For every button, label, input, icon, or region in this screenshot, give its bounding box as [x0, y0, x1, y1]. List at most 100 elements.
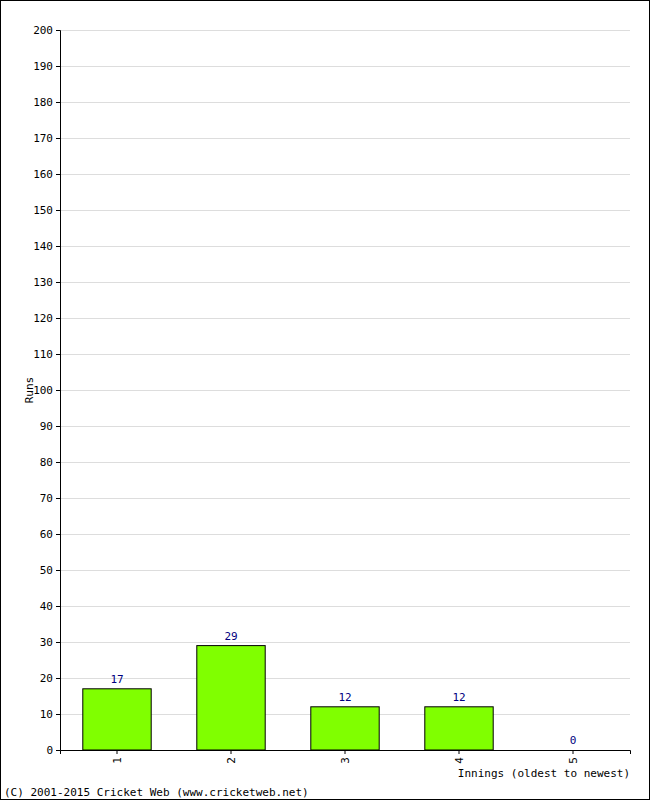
y-tick-label: 70	[40, 492, 53, 505]
y-tick-label: 10	[40, 708, 53, 721]
x-tick-mark	[459, 750, 460, 754]
grid-line	[60, 354, 630, 355]
grid-line	[60, 642, 630, 643]
y-axis: 0102030405060708090100110120130140150160…	[33, 24, 60, 757]
x-tick: 1	[111, 750, 124, 764]
y-tick: 170	[33, 132, 60, 145]
annotations: (C) 2001-2015 Cricket Web (www.cricketwe…	[4, 786, 309, 799]
y-tick: 100	[33, 384, 60, 397]
y-tick-mark	[56, 390, 60, 391]
y-tick-label: 30	[40, 636, 53, 649]
y-tick: 120	[33, 312, 60, 325]
grid-line	[60, 426, 630, 427]
y-tick-mark	[56, 30, 60, 31]
data-label: 12	[452, 691, 465, 704]
x-axis-title: Innings (oldest to newest)	[458, 767, 630, 780]
y-tick: 50	[40, 564, 60, 577]
y-tick: 0	[46, 744, 60, 757]
y-tick-label: 100	[33, 384, 53, 397]
y-tick-label: 80	[40, 456, 53, 469]
y-tick-label: 110	[33, 348, 53, 361]
grid-line	[60, 534, 630, 535]
y-tick-mark	[56, 246, 60, 247]
grid-line	[60, 678, 630, 679]
x-tick-mark	[117, 750, 118, 754]
y-tick-mark	[56, 354, 60, 355]
y-tick: 160	[33, 168, 60, 181]
x-tick: 4	[453, 750, 466, 764]
y-tick: 70	[40, 492, 60, 505]
y-tick: 90	[40, 420, 60, 433]
y-tick-label: 160	[33, 168, 53, 181]
x-tick: 5	[567, 750, 580, 764]
y-tick-label: 190	[33, 60, 53, 73]
y-tick-mark	[56, 678, 60, 679]
grid-line	[60, 174, 630, 175]
grid-line	[60, 390, 630, 391]
bar	[83, 689, 151, 750]
y-tick-mark	[56, 66, 60, 67]
bar	[197, 646, 265, 750]
y-tick-label: 0	[46, 744, 53, 757]
y-axis-line	[56, 31, 61, 751]
grid-line	[60, 30, 630, 31]
plot: 1729121200102030405060708090100110120130…	[33, 24, 630, 764]
y-tick-mark	[56, 534, 60, 535]
data-label: 12	[338, 691, 351, 704]
y-tick-label: 40	[40, 600, 53, 613]
y-tick-label: 120	[33, 312, 53, 325]
y-tick-mark	[56, 174, 60, 175]
y-tick: 180	[33, 96, 60, 109]
x-tick: 2	[225, 750, 238, 764]
grid-line	[60, 462, 630, 463]
y-tick-mark	[56, 750, 60, 751]
data-label: 0	[570, 734, 577, 747]
y-tick: 40	[40, 600, 60, 613]
y-tick-mark	[56, 210, 60, 211]
y-tick-label: 50	[40, 564, 53, 577]
grid	[60, 31, 630, 751]
y-tick-label: 20	[40, 672, 53, 685]
data-label: 29	[224, 630, 237, 643]
x-tick-label: 5	[567, 757, 580, 764]
y-tick: 80	[40, 456, 60, 469]
grid-line	[60, 138, 630, 139]
annotation: (C) 2001-2015 Cricket Web (www.cricketwe…	[4, 786, 309, 799]
chart: 1729121200102030405060708090100110120130…	[0, 0, 650, 800]
bar	[539, 750, 607, 751]
data-label: 17	[110, 673, 123, 686]
y-tick: 60	[40, 528, 60, 541]
y-tick-mark	[56, 426, 60, 427]
y-tick-label: 60	[40, 528, 53, 541]
grid-line	[60, 570, 630, 571]
x-axis-line	[61, 751, 631, 755]
y-tick-mark	[56, 606, 60, 607]
data-labels: 17 29 12 12 0	[110, 630, 576, 747]
y-tick: 200	[33, 24, 60, 37]
y-tick-mark	[56, 642, 60, 643]
grid-line	[60, 606, 630, 607]
y-tick-mark	[56, 570, 60, 571]
grid-line	[60, 318, 630, 319]
y-tick-label: 150	[33, 204, 53, 217]
bar	[311, 707, 379, 750]
y-tick-mark	[56, 138, 60, 139]
y-tick: 10	[40, 708, 60, 721]
grid-line	[60, 246, 630, 247]
x-tick-mark	[573, 750, 574, 754]
bars	[83, 646, 493, 750]
y-tick: 150	[33, 204, 60, 217]
y-tick: 130	[33, 276, 60, 289]
y-tick: 110	[33, 348, 60, 361]
y-tick-mark	[56, 102, 60, 103]
y-tick-mark	[56, 498, 60, 499]
y-tick: 190	[33, 60, 60, 73]
y-axis-title: Runs	[23, 377, 36, 404]
y-tick-label: 90	[40, 420, 53, 433]
grid-line	[60, 282, 630, 283]
x-axis: 12345	[61, 750, 631, 764]
grid-line	[60, 102, 630, 103]
y-tick: 30	[40, 636, 60, 649]
x-tick-label: 2	[225, 757, 238, 764]
bar	[425, 707, 493, 750]
